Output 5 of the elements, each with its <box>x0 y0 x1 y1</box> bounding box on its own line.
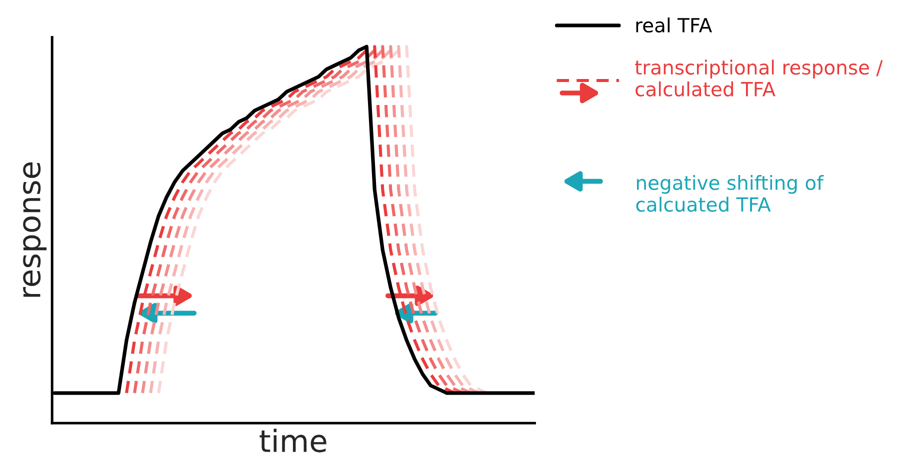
legend-label: real TFA <box>636 18 712 33</box>
y-axis-title: response <box>23 162 47 297</box>
legend-label: transcriptional response / calculated TFA <box>635 60 883 96</box>
x-axis-title: time <box>260 428 326 452</box>
text: negative shifting of calcuated TFA <box>636 175 824 212</box>
